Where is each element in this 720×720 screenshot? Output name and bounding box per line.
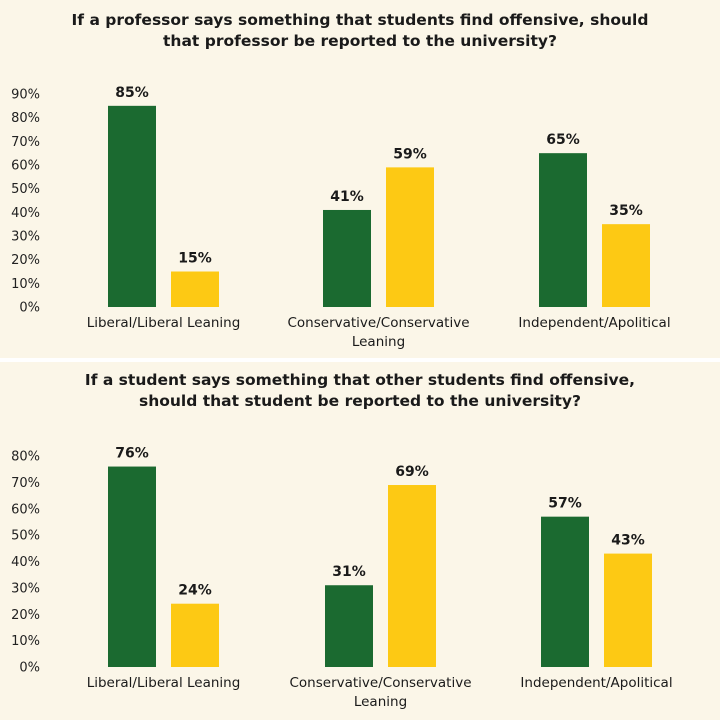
data-label: 24% (178, 583, 212, 599)
y-tick-label: 30% (11, 230, 40, 245)
category-label: Conservative/Conservative Leaning (289, 675, 471, 710)
category-label: Liberal/Liberal Leaning (87, 675, 241, 691)
category-label: Liberal/Liberal Leaning (87, 315, 241, 331)
y-tick-label: 60% (11, 159, 40, 174)
data-label: 76% (115, 446, 149, 462)
data-label: 41% (330, 189, 364, 205)
y-tick-label: 30% (11, 581, 40, 596)
y-tick-label: 50% (11, 182, 40, 197)
category-label-line: Leaning (352, 334, 405, 350)
chart-panel-professor: If a professor says something that stude… (0, 0, 720, 358)
data-label: 85% (115, 85, 149, 101)
y-tick-label: 80% (11, 111, 40, 126)
category-label-line: Liberal/Liberal Leaning (87, 675, 241, 691)
y-tick-label: 10% (11, 277, 40, 292)
category-label-line: Independent/Apolitical (518, 315, 670, 331)
category-label: Independent/Apolitical (520, 675, 672, 691)
y-tick-label: 70% (11, 135, 40, 150)
bar-no-0 (171, 603, 219, 667)
bar-yes-1 (325, 585, 373, 667)
data-label: 15% (178, 251, 212, 267)
category-label-line: Liberal/Liberal Leaning (87, 315, 241, 331)
data-label: 69% (395, 464, 429, 480)
y-tick-label: 70% (11, 476, 40, 491)
bar-yes-2 (539, 153, 587, 307)
bar-no-1 (386, 167, 434, 307)
data-label: 31% (332, 564, 366, 580)
bar-yes-1 (323, 209, 371, 307)
bar-yes-0 (108, 105, 156, 307)
y-tick-label: 0% (19, 661, 40, 676)
bar-no-0 (171, 271, 219, 307)
y-tick-label: 90% (11, 88, 40, 103)
bar-no-2 (604, 553, 652, 667)
chart-panel-student: If a student says something that other s… (0, 362, 720, 720)
category-label-line: Independent/Apolitical (520, 675, 672, 691)
y-tick-label: 0% (19, 301, 40, 316)
panel-divider (0, 358, 720, 362)
y-tick-label: 40% (11, 555, 40, 570)
category-label-line: Conservative/Conservative (289, 675, 471, 691)
category-label: Independent/Apolitical (518, 315, 670, 331)
chart-title: If a professor says something that stude… (71, 11, 649, 50)
data-label: 43% (611, 533, 645, 549)
data-label: 35% (609, 203, 643, 219)
bar-no-2 (602, 224, 650, 307)
category-label-line: Conservative/Conservative (287, 315, 469, 331)
bar-chart-student: 0% 10% 20% 30% 40% 50% 60% 70% 80% 76% 24% Liberal/… (11, 446, 672, 710)
y-tick-label: 20% (11, 253, 40, 268)
data-label: 65% (546, 132, 580, 148)
y-tick-label: 40% (11, 206, 40, 221)
y-tick-label: 20% (11, 608, 40, 623)
category-label-line: Leaning (354, 694, 407, 710)
data-label: 59% (393, 146, 427, 162)
chart-title: If a student says something that other s… (84, 371, 636, 410)
y-tick-label: 10% (11, 634, 40, 649)
bar-yes-2 (541, 516, 589, 667)
y-tick-label: 80% (11, 450, 40, 465)
category-label: Conservative/Conservative Leaning (287, 315, 469, 350)
data-label: 57% (548, 496, 582, 512)
y-tick-label: 60% (11, 502, 40, 517)
bar-chart-professor: 0% 10% 20% 30% 40% 50% 60% 70% 80% 90% 85% 15% Liber… (11, 85, 670, 350)
bar-yes-0 (108, 466, 156, 667)
bar-no-1 (388, 485, 436, 667)
y-tick-label: 50% (11, 529, 40, 544)
